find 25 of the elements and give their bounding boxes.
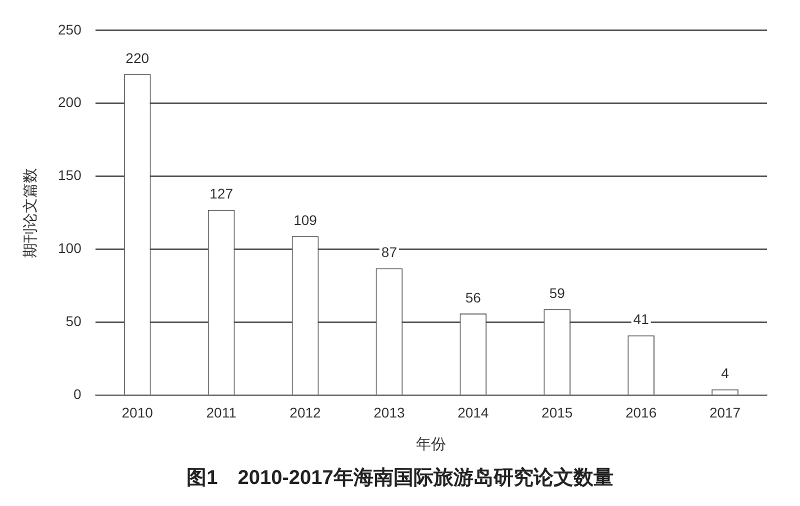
data-label: 220 [126,50,150,66]
x-tick-label: 2016 [625,404,657,420]
data-label: 4 [721,365,730,382]
x-tick-label: 2015 [542,404,573,420]
x-tick-label: 2010 [122,404,154,420]
x-tick-label: 2013 [374,404,405,420]
y-axis-title: 期刊论文篇数 [22,168,40,258]
data-label: 56 [465,289,482,306]
text: 图1 2010-2017年海南国际旅游岛研究论文数量 [186,466,614,491]
data-label: 127 [210,186,234,202]
y-tick-label: 0 [74,386,82,402]
data-label: 59 [549,284,566,301]
x-tick-label: 2017 [709,404,741,420]
data-label: 109 [294,212,318,228]
x-tick-label: 2011 [206,404,237,420]
y-tick-label: 250 [58,21,82,38]
data-label: 41 [633,311,650,328]
y-tick-label: 100 [58,240,82,256]
x-tick-label: 2012 [290,404,322,420]
data-label: 87 [381,244,398,260]
x-axis-title: 年份 [416,436,446,454]
y-tick-label: 200 [58,94,82,110]
y-tick-label: 50 [66,313,82,330]
x-tick-label: 2014 [458,404,489,420]
y-tick-label: 150 [58,167,82,184]
